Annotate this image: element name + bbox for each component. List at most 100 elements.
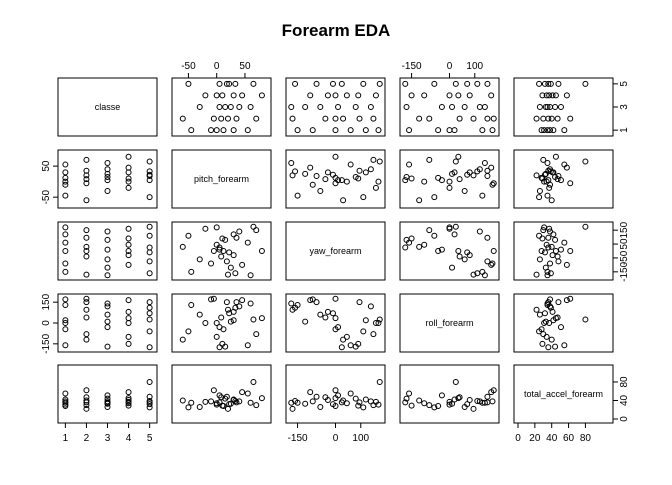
point <box>536 104 543 110</box>
point <box>540 156 547 163</box>
point <box>247 300 254 307</box>
point <box>360 328 367 335</box>
point <box>466 397 473 404</box>
point <box>338 344 345 351</box>
point <box>309 181 316 188</box>
point <box>302 104 309 110</box>
panel <box>171 77 272 137</box>
point <box>104 395 111 402</box>
point <box>288 104 295 110</box>
point <box>104 166 111 173</box>
point <box>232 397 239 404</box>
point <box>545 177 552 184</box>
point <box>247 272 254 279</box>
point <box>83 156 90 163</box>
point <box>146 158 153 165</box>
point <box>213 333 220 340</box>
point <box>555 173 562 180</box>
y-tick-label: -50 <box>619 250 630 265</box>
point <box>216 344 223 351</box>
point <box>461 187 468 194</box>
point <box>421 241 428 248</box>
point <box>83 197 90 204</box>
point <box>352 395 359 402</box>
point <box>464 171 471 178</box>
point <box>546 225 553 232</box>
point <box>466 92 473 99</box>
point <box>544 192 551 199</box>
panel <box>171 221 272 281</box>
point <box>239 297 246 304</box>
point <box>452 223 459 230</box>
point <box>236 104 243 110</box>
point <box>426 402 433 409</box>
point <box>62 296 69 303</box>
point <box>223 393 230 400</box>
point <box>104 403 111 410</box>
point <box>332 315 339 322</box>
point <box>541 171 548 178</box>
point <box>372 92 379 99</box>
point <box>582 316 589 323</box>
point <box>461 256 468 263</box>
x-tick-label: 4 <box>126 433 132 444</box>
point <box>208 127 215 134</box>
point <box>403 104 410 110</box>
point <box>218 115 225 122</box>
point <box>125 184 132 191</box>
point <box>547 304 554 311</box>
point <box>545 80 552 87</box>
point <box>540 115 547 122</box>
y-tick-label: 40 <box>619 394 630 406</box>
point <box>104 303 111 310</box>
point <box>302 318 309 325</box>
point <box>449 170 456 177</box>
point <box>125 402 132 409</box>
point <box>479 268 486 275</box>
point <box>370 156 377 163</box>
point <box>416 197 423 204</box>
point <box>360 80 367 87</box>
point <box>62 390 69 397</box>
point <box>146 344 153 351</box>
point <box>452 80 459 87</box>
point <box>416 115 423 122</box>
point <box>343 333 350 340</box>
point <box>307 389 314 396</box>
point <box>406 127 413 134</box>
variable-label: yaw_forearm <box>309 246 361 256</box>
point <box>125 241 132 248</box>
point <box>292 304 299 311</box>
point <box>355 92 362 99</box>
point <box>406 161 413 168</box>
point <box>185 232 192 239</box>
point <box>567 295 574 302</box>
point <box>536 80 543 87</box>
point <box>347 161 354 168</box>
point <box>247 104 254 110</box>
point <box>313 393 320 400</box>
point <box>370 331 377 338</box>
point <box>552 343 559 350</box>
point <box>488 261 495 268</box>
point <box>208 260 215 267</box>
point <box>125 225 132 232</box>
point <box>236 228 243 235</box>
point <box>125 175 132 182</box>
point <box>332 395 339 402</box>
point <box>372 320 379 326</box>
point <box>225 115 231 122</box>
point <box>546 320 553 326</box>
point <box>548 243 555 250</box>
point <box>62 181 69 188</box>
point <box>446 127 453 134</box>
point <box>104 311 111 318</box>
point <box>62 317 69 324</box>
point <box>408 175 415 182</box>
point <box>547 270 554 277</box>
point <box>83 405 90 412</box>
point <box>355 175 362 182</box>
point <box>360 194 367 201</box>
x-tick-label: 2 <box>84 433 90 444</box>
point <box>62 342 69 349</box>
